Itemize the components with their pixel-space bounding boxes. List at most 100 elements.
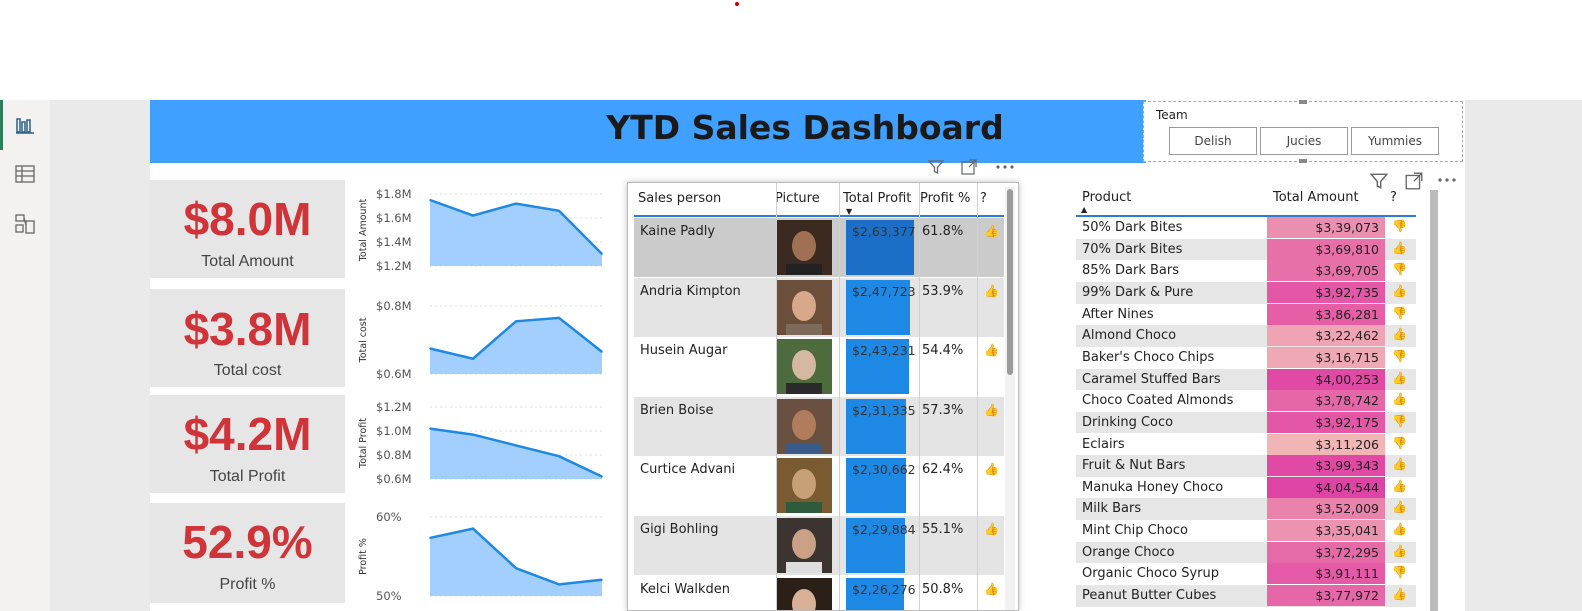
- avatar: [776, 577, 832, 610]
- header-divider: [1076, 215, 1416, 217]
- profit-pct-value: 54.4%: [922, 343, 964, 359]
- focus-mode-icon[interactable]: [960, 158, 978, 180]
- table-row[interactable]: Baker's Choco Chips $3,16,715 👎: [1076, 346, 1416, 369]
- total-amount-value: $4,00,253: [1267, 368, 1385, 390]
- product-name: Drinking Coco: [1082, 414, 1174, 430]
- product-name: Orange Choco: [1082, 544, 1175, 560]
- table-row[interactable]: Drinking Coco $3,92,175 👎: [1076, 411, 1416, 434]
- resize-handle[interactable]: [1299, 159, 1307, 163]
- total-amount-value: $4,04,544: [1267, 476, 1385, 498]
- data-point: [558, 455, 560, 458]
- total-amount-value: $3,22,462: [1267, 325, 1385, 347]
- kpi-value: $8.0M: [183, 193, 312, 245]
- table-row[interactable]: Orange Choco $3,72,295 👍: [1076, 541, 1416, 564]
- product-table-scrollbar[interactable]: [1430, 190, 1438, 611]
- table-row[interactable]: Eclairs $3,11,206 👎: [1076, 433, 1416, 456]
- table-row[interactable]: Andria Kimpton $2,47,723 53.9% 👍: [634, 277, 1004, 337]
- table-row[interactable]: Milk Bars $3,52,009 👍: [1076, 498, 1416, 521]
- column-divider: [776, 183, 777, 610]
- total-amount-value: $3,78,742: [1267, 390, 1385, 412]
- mini-area-charts: Total Amount $1.8M $1.6M $1.4M $1.2M Total co…: [358, 187, 603, 603]
- table-row[interactable]: Gigi Bohling $2,29,884 55.1% 👍: [634, 516, 1004, 575]
- table-row[interactable]: Brien Boise $2,31,335 57.3% 👍: [634, 396, 1004, 456]
- total-amount-value: $3,72,295: [1267, 541, 1385, 563]
- sales-person-table[interactable]: Sales person Picture Total Profit Profit…: [627, 182, 1019, 611]
- col-header-profit-pct[interactable]: Profit %: [920, 191, 971, 206]
- y-tick-label: $0.6M: [376, 367, 412, 381]
- data-point: [429, 199, 431, 201]
- table-row[interactable]: After Nines $3,86,281 👎: [1076, 303, 1416, 326]
- data-point: [429, 427, 431, 430]
- data-point: [601, 351, 603, 353]
- total-amount-value: $3,92,175: [1267, 411, 1385, 433]
- slicer-option-jucies[interactable]: Jucies: [1260, 127, 1348, 155]
- table-row[interactable]: Caramel Stuffed Bars $4,00,253 👍: [1076, 368, 1416, 391]
- total-amount-value: $3,86,281: [1267, 303, 1385, 325]
- total-profit-value: $2,63,377: [852, 224, 916, 239]
- model-view-icon[interactable]: [14, 213, 36, 235]
- resize-handle[interactable]: [1299, 100, 1307, 104]
- total-amount-value: $3,11,206: [1267, 433, 1385, 455]
- table-row[interactable]: Peanut Butter Cubes $3,77,972 👍: [1076, 585, 1416, 607]
- col-header-kpi[interactable]: ?: [1390, 190, 1397, 205]
- y-tick-label: $0.8M: [376, 299, 412, 313]
- col-header-sales-person[interactable]: Sales person: [638, 191, 722, 206]
- table-row[interactable]: Organic Choco Syrup $3,91,111 👎: [1076, 563, 1416, 585]
- view-rail: [0, 100, 50, 611]
- thumbs-up-icon: 👍: [1392, 543, 1407, 558]
- table-row[interactable]: Fruit & Nut Bars $3,99,343 👍: [1076, 455, 1416, 477]
- table-row[interactable]: 50% Dark Bites $3,39,073 👎: [1076, 217, 1416, 239]
- table-row[interactable]: 85% Dark Bars $3,69,705 👎: [1076, 260, 1416, 282]
- team-slicer[interactable]: Team Delish Jucies Yummies: [1143, 100, 1463, 163]
- total-amount-value: $3,52,009: [1267, 498, 1385, 520]
- table-row[interactable]: 70% Dark Bites $3,69,810 👍: [1076, 238, 1416, 261]
- avatar: [776, 458, 832, 514]
- sales-person-name: Gigi Bohling: [640, 522, 719, 537]
- product-table[interactable]: Product Total Amount ? ▲ 50% Dark Bites $…: [1076, 190, 1436, 611]
- thumbs-up-icon: 👍: [984, 522, 999, 536]
- table-row[interactable]: Kaine Padly $2,63,377 61.8% 👍: [634, 218, 1004, 277]
- profit-pct-value: 62.4%: [922, 462, 964, 478]
- filter-icon[interactable]: [1369, 171, 1389, 195]
- slicer-option-yummies[interactable]: Yummies: [1351, 127, 1439, 155]
- table-row[interactable]: Almond Choco $3,22,462 👍: [1076, 325, 1416, 347]
- table-row[interactable]: Choco Coated Almonds $3,78,742 👍: [1076, 390, 1416, 412]
- table-row[interactable]: Husein Augar $2,43,231 54.4% 👍: [634, 337, 1004, 397]
- table-row[interactable]: Mint Chip Choco $3,35,041 👍: [1076, 520, 1416, 542]
- product-name: Milk Bars: [1082, 501, 1142, 517]
- table-scrollbar[interactable]: [1005, 187, 1015, 610]
- col-header-picture[interactable]: Picture: [775, 191, 820, 206]
- focus-mode-icon[interactable]: [1404, 171, 1424, 195]
- product-name: 50% Dark Bites: [1082, 220, 1183, 235]
- more-options-icon[interactable]: [994, 158, 1016, 180]
- product-name: 99% Dark & Pure: [1082, 284, 1194, 300]
- table-row[interactable]: Curtice Advani $2,30,662 62.4% 👍: [634, 456, 1004, 516]
- table-header: Sales person Picture Total Profit Profit…: [634, 183, 1004, 217]
- product-name: Eclairs: [1082, 436, 1125, 452]
- col-header-total-amount[interactable]: Total Amount: [1273, 190, 1359, 205]
- indicator-dot: [735, 2, 739, 6]
- product-name: Manuka Honey Choco: [1082, 479, 1224, 495]
- thumbs-up-icon: 👍: [1392, 500, 1407, 515]
- avatar: [776, 398, 832, 454]
- more-options-icon[interactable]: [1436, 171, 1458, 193]
- y-tick-label: $0.6M: [376, 472, 412, 486]
- sales-person-name: Husein Augar: [640, 343, 728, 359]
- col-header-product[interactable]: Product: [1082, 190, 1132, 205]
- y-tick-label: $1.0M: [376, 424, 412, 438]
- table-row[interactable]: Manuka Honey Choco $4,04,544 👍: [1076, 476, 1416, 499]
- y-tick-label: $1.4M: [376, 235, 412, 249]
- total-amount-value: $3,16,715: [1267, 346, 1385, 368]
- slicer-label: Team: [1156, 108, 1188, 122]
- y-tick-label: $0.8M: [376, 448, 412, 462]
- col-header-kpi[interactable]: ?: [980, 191, 987, 206]
- scrollbar-thumb[interactable]: [1007, 189, 1013, 375]
- report-view-icon[interactable]: [14, 114, 36, 136]
- table-view-icon[interactable]: [14, 163, 36, 185]
- filter-icon[interactable]: [927, 158, 945, 180]
- table-row[interactable]: 99% Dark & Pure $3,92,735 👍: [1076, 281, 1416, 304]
- y-axis-label: Total cost: [358, 317, 369, 363]
- table-row[interactable]: Kelci Walkden $2,26,276 50.8% 👍: [634, 575, 1004, 610]
- slicer-option-delish[interactable]: Delish: [1169, 127, 1257, 155]
- col-header-total-profit[interactable]: Total Profit: [843, 191, 912, 206]
